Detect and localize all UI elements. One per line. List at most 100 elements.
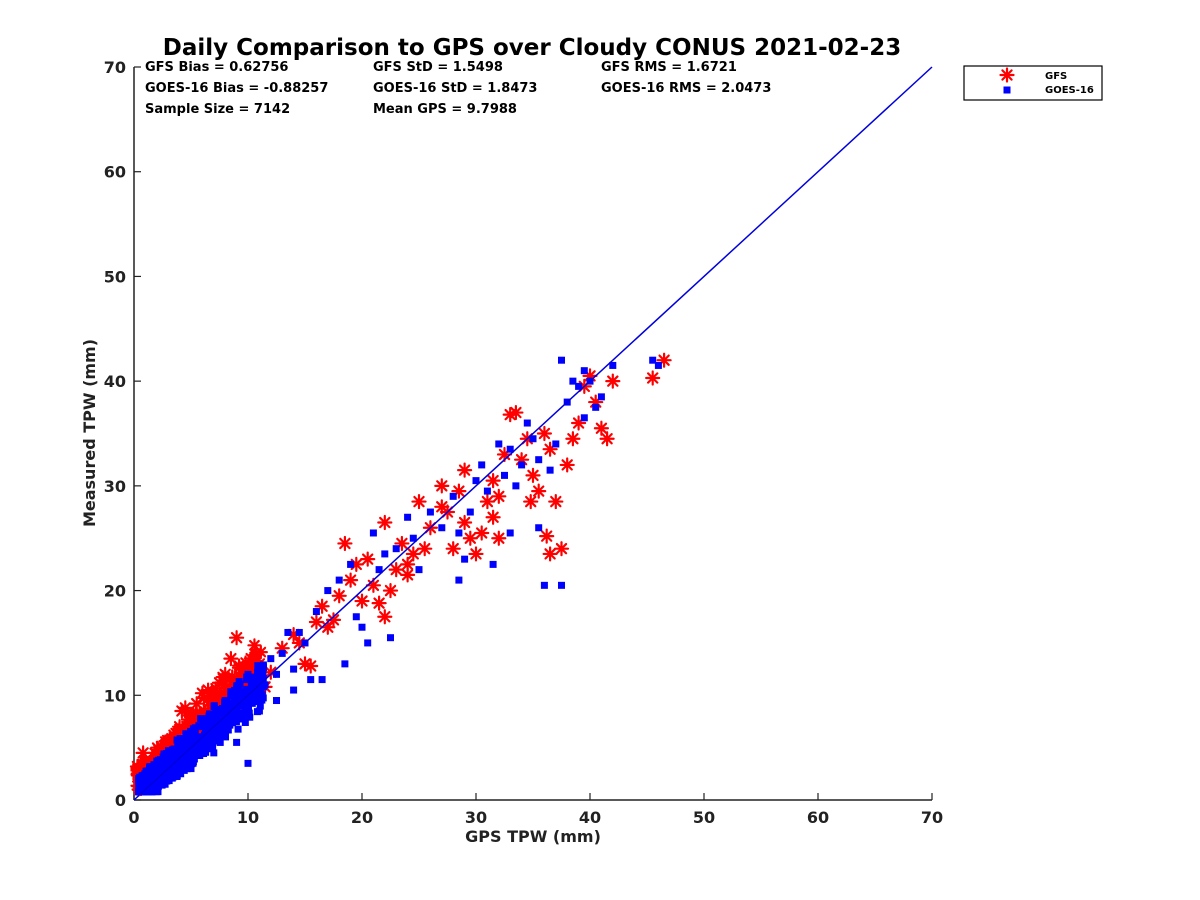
goes16-point — [178, 748, 186, 756]
goes16-point — [472, 477, 480, 485]
goes16-point — [495, 440, 503, 448]
goes16-point — [204, 731, 212, 739]
y-tick-label: 0 — [115, 791, 126, 810]
goes16-point — [609, 361, 617, 369]
goes16-point — [234, 725, 242, 733]
gfs-point — [645, 370, 661, 386]
goes16-point — [506, 529, 514, 537]
goes16-point — [228, 700, 236, 708]
gfs-point — [479, 493, 495, 510]
legend-goes-label: GOES-16 — [1045, 85, 1094, 96]
gfs-point — [400, 567, 416, 583]
goes16-point — [255, 697, 263, 705]
goes16-point — [324, 587, 332, 595]
goes16-point — [210, 703, 218, 711]
gfs-point — [331, 588, 347, 604]
goes16-point — [535, 456, 543, 464]
goes16-point — [239, 698, 247, 706]
goes16-point — [244, 703, 252, 711]
y-tick-label: 70 — [104, 58, 126, 77]
x-tick-label: 30 — [465, 808, 487, 827]
goes16-point — [152, 770, 160, 778]
goes16-point — [295, 628, 303, 636]
goes16-point — [157, 758, 165, 766]
gfs-point — [491, 530, 507, 546]
gfs-point — [468, 546, 484, 562]
stat-r0-c2: GFS RMS = 1.6721 — [601, 60, 737, 75]
y-tick-label: 50 — [104, 267, 126, 286]
gfs-point — [405, 546, 421, 562]
gfs-point — [343, 572, 359, 588]
goes16-point — [161, 769, 169, 777]
goes16-point — [164, 775, 172, 783]
goes16-point — [649, 356, 657, 364]
goes16-point — [192, 737, 200, 745]
gfs-point — [382, 582, 399, 599]
goes16-point — [206, 739, 214, 747]
goes16-point — [369, 529, 377, 537]
goes16-point — [256, 702, 264, 710]
goes16-point — [358, 623, 366, 631]
goes16-point — [244, 670, 252, 678]
goes16-point — [248, 699, 256, 707]
goes16-point — [335, 576, 343, 584]
goes16-point — [387, 634, 394, 642]
goes16-point — [540, 581, 548, 589]
goes16-point — [250, 691, 258, 699]
goes16-point — [188, 760, 196, 768]
gfs-point — [217, 666, 233, 682]
stat-r1-c0: GOES-16 Bias = -0.88257 — [145, 81, 328, 96]
gfs-point — [539, 528, 555, 544]
goes16-point — [227, 712, 235, 720]
gfs-point — [417, 541, 433, 557]
goes16-point — [222, 733, 230, 741]
gfs-point — [354, 593, 370, 609]
goes16-point — [415, 566, 423, 574]
goes16-point — [284, 628, 292, 636]
x-tick-label: 0 — [128, 808, 139, 827]
goes16-point — [307, 676, 315, 684]
gfs-point — [457, 514, 473, 531]
goes16-point — [223, 726, 231, 734]
goes16-point — [341, 660, 349, 668]
goes16-point — [145, 763, 153, 771]
goes16-point — [244, 759, 252, 767]
data-points — [129, 352, 672, 797]
goes16-point — [267, 655, 275, 663]
goes16-point — [529, 435, 537, 443]
goes16-point — [210, 749, 218, 757]
x-tick-label: 60 — [807, 808, 829, 827]
gfs-point — [229, 630, 245, 646]
gfs-point — [388, 562, 404, 578]
goes16-point — [597, 393, 605, 401]
gfs-point — [565, 431, 581, 447]
goes16-point — [147, 775, 155, 783]
stat-r0-c1: GFS StD = 1.5498 — [373, 60, 503, 75]
gfs-point — [129, 758, 146, 775]
goes16-point — [455, 576, 463, 584]
goes16-point — [212, 727, 220, 735]
gfs-point — [206, 689, 222, 705]
y-tick-label: 60 — [104, 163, 126, 182]
goes16-point — [221, 697, 229, 705]
legend-gfs-label: GFS — [1045, 71, 1067, 82]
goes16-point — [575, 382, 583, 390]
goes16-point — [489, 560, 497, 568]
goes16-point — [290, 665, 298, 673]
goes16-point — [278, 649, 286, 657]
goes16-point — [535, 524, 543, 532]
gfs-point — [211, 675, 228, 691]
goes16-point — [210, 737, 218, 745]
goes16-point — [135, 775, 143, 783]
goes16-point — [426, 508, 434, 516]
goes16-point — [409, 534, 417, 542]
stat-r1-c1: GOES-16 StD = 1.8473 — [373, 81, 537, 96]
x-tick-label: 10 — [237, 808, 259, 827]
gfs-point — [189, 696, 205, 712]
goes16-point — [364, 639, 372, 647]
goes16-point — [558, 356, 565, 364]
x-tick-label: 50 — [693, 808, 715, 827]
gfs-point — [531, 483, 547, 499]
gfs-point — [559, 457, 575, 473]
